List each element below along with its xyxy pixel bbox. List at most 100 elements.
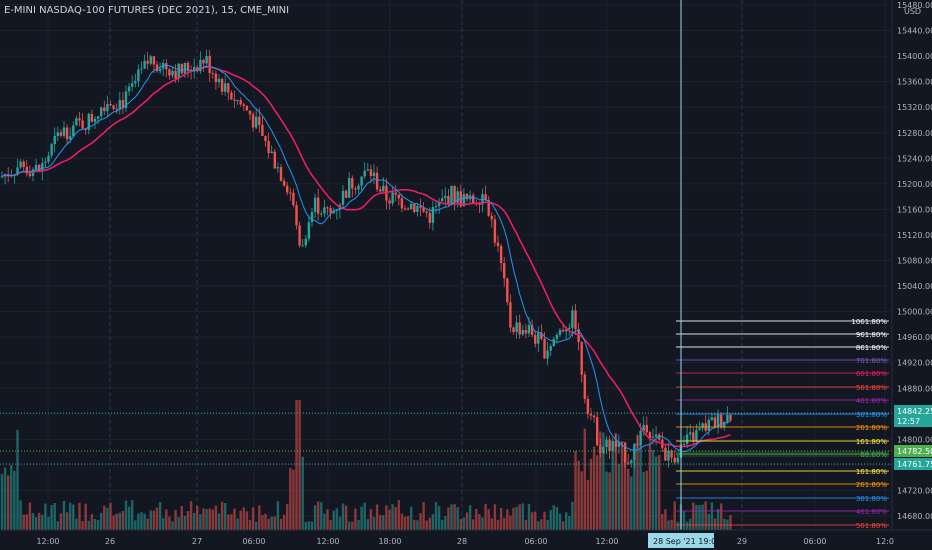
volume-bar (10, 465, 13, 530)
candle-body (295, 205, 298, 226)
volume-bar (493, 504, 497, 530)
volume-bar (512, 507, 515, 530)
candle-body (363, 170, 366, 177)
volume-bar (326, 509, 329, 530)
volume-bar (366, 519, 369, 530)
candle-body (620, 441, 624, 443)
volume-bars (0, 400, 732, 530)
candle-body (236, 100, 239, 102)
candle-body (574, 310, 577, 330)
candle-body (713, 417, 717, 428)
volume-bar (527, 503, 531, 530)
candle-body (512, 327, 515, 333)
candle-body (599, 445, 602, 454)
volume-bar (617, 463, 621, 530)
time-axis[interactable]: 12:00 26 27 06:00 12:00 18:00 28 06:00 12:00 29 06… (0, 529, 932, 550)
price-tick: 15360.00 (897, 78, 932, 87)
candle-body (258, 116, 261, 125)
candle-body (292, 192, 295, 206)
volume-bar (59, 513, 63, 530)
volume-bar (546, 519, 549, 530)
candle-body (586, 398, 590, 414)
volume-bar (710, 502, 714, 530)
time-tick: 12:0 (876, 537, 894, 546)
volume-bar (543, 511, 546, 530)
fib-level-label: 1061.80% (851, 318, 887, 326)
volume-bar (199, 514, 202, 530)
candle-body (707, 419, 710, 431)
price-axis[interactable]: USD 15480.00 15440.00 15400.00 15360.00 1532… (891, 0, 932, 530)
time-tick: 27 (192, 537, 202, 546)
volume-bar (459, 519, 462, 530)
candle-body (422, 207, 425, 212)
fib-extension-tool[interactable]: 1061.80% 961.80% 861.80% 761.80% 661.80% 561.… (676, 318, 889, 530)
candle-body (695, 429, 698, 442)
fib-level-label: 661.80% (856, 370, 887, 378)
price-tick: 15320.00 (897, 103, 932, 112)
volume-bar (230, 514, 233, 530)
candle-body (369, 169, 373, 176)
candle-body (413, 204, 416, 212)
candle-body (165, 63, 168, 70)
volume-bar (419, 513, 422, 530)
crosshair-time-label: 28 Sep '21 19:00 (653, 537, 721, 546)
volume-bar (521, 503, 524, 530)
price-badges: 14842.25 12:57 14782.50 14761.75 (894, 405, 932, 470)
candle-body (397, 194, 400, 199)
candle-body (183, 62, 187, 74)
volume-bar (580, 471, 583, 530)
candle-body (382, 185, 385, 192)
volume-bar (636, 435, 639, 530)
candle-body (205, 56, 208, 64)
fib-level-label: 361.80% (856, 411, 887, 419)
candle-body (149, 56, 152, 64)
volume-bar (177, 517, 180, 530)
candle-body (103, 107, 106, 112)
time-tick: 12:00 (36, 537, 59, 546)
volume-bar (62, 500, 66, 530)
volume-bar (34, 517, 38, 530)
volume-bar (276, 501, 280, 530)
volume-bar (416, 520, 419, 530)
candle-body (645, 424, 648, 433)
volume-bar (685, 521, 689, 530)
candle-body (202, 59, 205, 64)
moving-average-fast (1, 64, 731, 453)
candle-body (410, 204, 413, 209)
candle-body (313, 197, 317, 213)
price-tick: 14800.00 (897, 435, 932, 444)
candle-body (685, 434, 689, 444)
candle-body (62, 127, 66, 136)
volume-bar (137, 513, 140, 530)
volume-bar (320, 502, 323, 530)
volume-bar (134, 520, 137, 530)
candle-body (100, 107, 103, 117)
volume-bar (592, 446, 596, 530)
fib-level-label: 461.80% (856, 397, 887, 405)
volume-bar (180, 505, 183, 530)
volume-bar (351, 521, 354, 530)
volume-bar (472, 519, 475, 530)
volume-bar (121, 511, 125, 530)
price-tick: 15120.00 (897, 231, 932, 240)
volume-bar (413, 519, 416, 530)
volume-bar (499, 507, 503, 530)
volume-bar (329, 519, 332, 530)
volume-bar (437, 506, 441, 530)
candle-body (44, 161, 47, 164)
volume-bar (75, 518, 78, 530)
volume-bar (673, 501, 676, 530)
volume-bar (648, 444, 652, 530)
volume-bar (490, 518, 493, 530)
crosshair-time-badge (648, 533, 714, 548)
volume-bar (496, 519, 500, 530)
candle-body (78, 118, 81, 121)
volume-bar (127, 506, 131, 530)
candle-body (152, 56, 156, 65)
candle-body (658, 434, 661, 440)
volume-bar (81, 521, 84, 530)
candle-body (605, 439, 608, 448)
candle-body (115, 108, 118, 110)
candle-body (341, 190, 345, 205)
